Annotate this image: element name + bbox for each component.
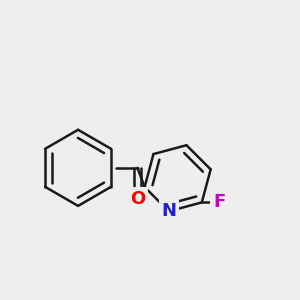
Text: O: O: [130, 190, 145, 208]
Text: N: N: [161, 202, 176, 220]
Text: F: F: [213, 194, 225, 211]
